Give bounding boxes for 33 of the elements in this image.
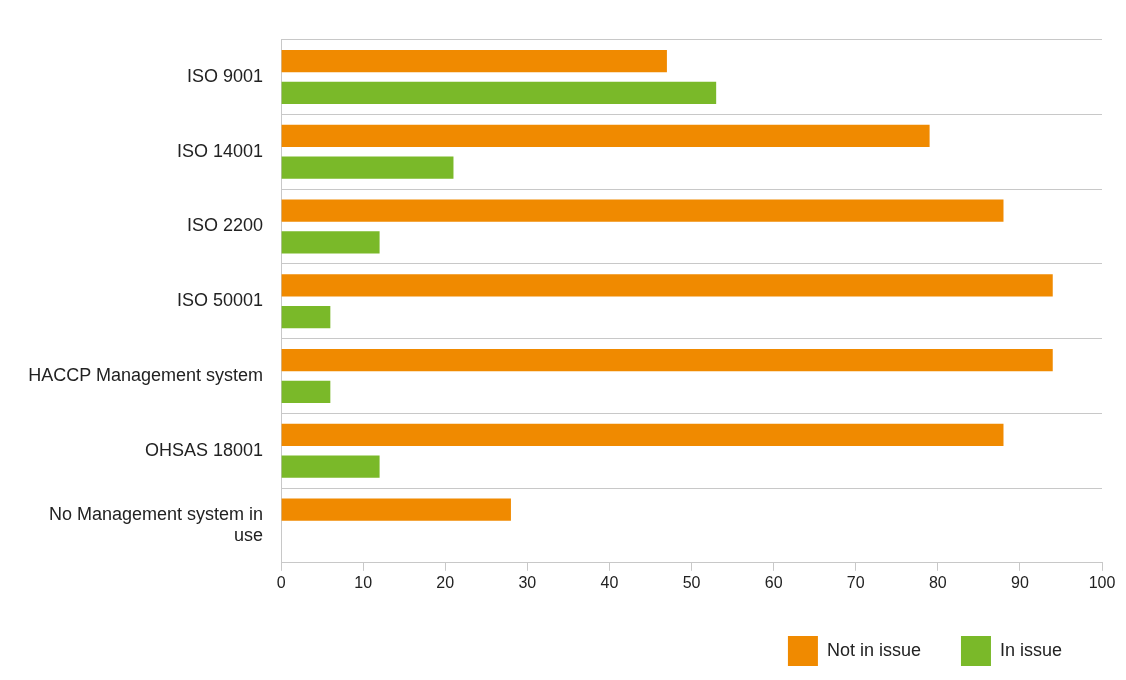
legend-label: In issue — [999, 639, 1063, 660]
x-tick-label: 60 — [764, 573, 783, 591]
bar — [281, 156, 454, 179]
bar — [281, 498, 511, 521]
y-tick-label: ISO 50001 — [177, 290, 264, 311]
y-tick-label: HACCP Management system — [28, 364, 264, 385]
x-tick-label: 80 — [928, 573, 947, 591]
bar — [281, 199, 1004, 222]
x-tick-label: 20 — [436, 573, 455, 591]
bar — [281, 231, 380, 254]
bar — [281, 380, 331, 403]
bar — [281, 348, 1053, 372]
x-tick-label: 90 — [1011, 573, 1029, 591]
legend-label: Not in issue — [826, 639, 921, 660]
y-tick-label: ISO 2200 — [187, 215, 264, 236]
bar — [281, 423, 1004, 446]
y-tick-label: No Management system in use — [48, 503, 264, 546]
bar — [281, 81, 717, 104]
bar — [281, 305, 331, 329]
x-tick-label: 10 — [354, 573, 373, 591]
bar — [281, 455, 380, 478]
x-tick-label: 0 — [276, 573, 286, 591]
x-tick-label: 70 — [846, 573, 865, 591]
x-tick-label: 100 — [1088, 573, 1116, 591]
bar — [281, 49, 667, 73]
x-tick-label: 50 — [682, 573, 701, 591]
x-tick-label: 40 — [600, 573, 619, 591]
y-tick-label: ISO 14001 — [177, 140, 264, 161]
y-tick-label: ISO 9001 — [187, 65, 264, 86]
x-tick-label: 30 — [518, 573, 537, 591]
y-tick-label: OHSAS 18001 — [145, 439, 264, 460]
bar — [281, 124, 930, 147]
bar — [281, 274, 1053, 297]
